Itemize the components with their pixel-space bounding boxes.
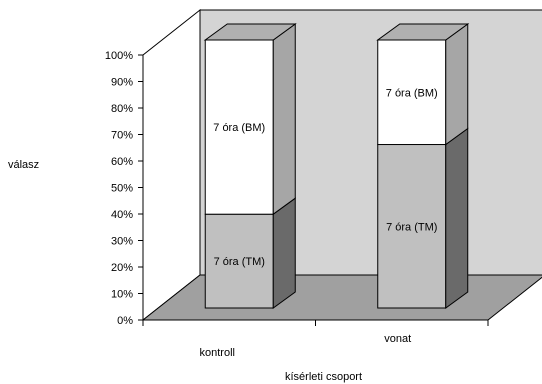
data-label: 7 óra (TM) <box>386 221 437 233</box>
bar-segment <box>204 39 274 215</box>
chart-walls <box>141 8 542 322</box>
bar-segment <box>377 144 447 309</box>
y-tick-label: 10% <box>111 289 133 301</box>
y-axis-label: válasz <box>8 159 39 171</box>
chart-axes: 0% 10% 20% 30% 40% 50% 60% 70% 80% 90% 100% <box>105 50 489 327</box>
y-tick-label: 100% <box>105 50 133 62</box>
bar-side <box>272 197 296 309</box>
y-tick-label: 30% <box>111 236 133 248</box>
floor <box>141 274 542 321</box>
y-tick-label: 50% <box>111 183 133 195</box>
y-tick-label: 0% <box>117 315 133 327</box>
data-label: 7 óra (TM) <box>214 256 265 268</box>
y-tick-label: 40% <box>111 209 133 221</box>
bar-segment <box>204 213 274 309</box>
chart-labels: 7 óra (TM) 7 óra (BM) kontroll 7 óra (TM) 7 … <box>200 87 438 359</box>
bar-side <box>272 23 296 216</box>
side-wall <box>142 8 201 322</box>
x-tick-label: kontroll <box>200 347 235 359</box>
x-axis-label: kísérleti csoport <box>285 371 362 383</box>
chart-bars <box>203 23 470 309</box>
y-tick-label: 90% <box>111 77 133 89</box>
bar-top <box>376 23 470 41</box>
y-tick-label: 70% <box>111 130 133 142</box>
x-tick-label: vonat <box>384 333 411 345</box>
bar-side <box>445 127 469 309</box>
data-label: 7 óra (BM) <box>386 87 438 99</box>
y-tick-label: 60% <box>111 156 133 168</box>
y-tick-label: 20% <box>111 262 133 274</box>
data-label: 7 óra (BM) <box>213 122 265 134</box>
y-tick-label: 80% <box>111 103 133 115</box>
bar-top <box>203 23 297 41</box>
bar-side <box>445 23 469 146</box>
